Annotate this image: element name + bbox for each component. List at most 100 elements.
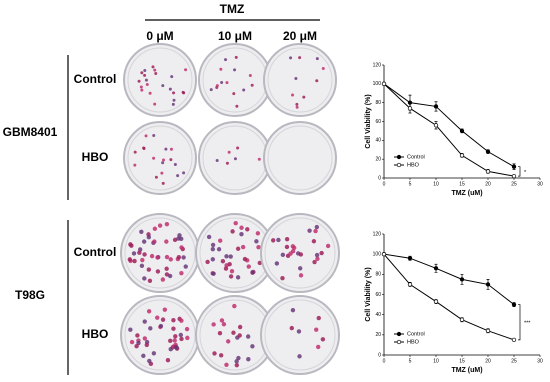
colony [291, 93, 295, 97]
dish-rim [267, 125, 333, 191]
point [381, 252, 387, 257]
colony [137, 79, 141, 83]
colony [314, 327, 319, 332]
series-line [383, 83, 515, 168]
header: TMZ [220, 2, 245, 16]
colony [144, 342, 149, 348]
significance-label: *** [524, 321, 531, 327]
colony [167, 273, 173, 279]
colony [209, 88, 213, 92]
colony [297, 266, 303, 271]
y-tick-label: 20 [375, 332, 381, 338]
colony [164, 147, 168, 151]
colony [284, 237, 290, 242]
colony [174, 345, 179, 350]
colony [168, 257, 173, 262]
colony [176, 236, 181, 241]
colony [144, 134, 148, 138]
x-tick-label: 0 [383, 358, 386, 364]
colony [233, 221, 238, 226]
colony [321, 66, 325, 70]
x-tick-label: 10 [433, 358, 439, 364]
colony [139, 263, 145, 268]
colony [160, 317, 166, 322]
colony [165, 358, 171, 363]
colony [229, 268, 235, 274]
colony [219, 67, 223, 71]
colony [296, 329, 302, 334]
dish [263, 121, 337, 195]
colony [239, 225, 244, 230]
row-label: HBO [82, 327, 109, 341]
colony [184, 68, 188, 72]
colony [176, 174, 180, 178]
colony [227, 261, 232, 267]
colony [172, 338, 177, 343]
colony [151, 351, 157, 356]
point [433, 266, 439, 271]
colony [168, 346, 173, 352]
colony [315, 79, 319, 83]
colony [184, 326, 190, 332]
colony [152, 133, 156, 137]
colony [155, 269, 161, 274]
y-tick-label: 0 [378, 352, 381, 358]
colony [307, 228, 312, 233]
colony [146, 234, 152, 240]
point [485, 328, 491, 333]
row-label: Control [74, 72, 117, 86]
colony [295, 102, 299, 106]
colony [142, 276, 147, 281]
colony [220, 80, 224, 84]
x-tick-label: 25 [511, 358, 517, 364]
colony [142, 319, 147, 324]
colony [153, 68, 157, 72]
colony [162, 307, 168, 312]
y-tick-label: 100 [373, 81, 382, 87]
colony [152, 239, 157, 244]
colony [153, 102, 157, 106]
column-label: 0 μM [146, 29, 173, 43]
colony [182, 171, 186, 175]
dish [120, 295, 200, 375]
colony [233, 68, 237, 72]
colony [158, 323, 164, 329]
y-tick-label: 60 [375, 292, 381, 298]
colony [160, 171, 164, 175]
dish [123, 43, 197, 117]
row-label: HBO [82, 150, 109, 164]
colony [154, 175, 158, 179]
colony [295, 105, 299, 109]
colony [311, 239, 317, 244]
colony [250, 270, 255, 275]
colony [162, 158, 166, 162]
colony [289, 56, 293, 60]
legend-label: HBO [407, 339, 420, 345]
legend-label: Control [407, 331, 425, 337]
colony [254, 239, 259, 244]
point [407, 282, 413, 287]
colony [302, 95, 306, 99]
colony [177, 233, 182, 238]
colony [245, 227, 250, 232]
x-axis-label: TMZ (uM) [451, 190, 482, 197]
colony [173, 163, 177, 167]
colony [140, 71, 144, 75]
significance-bracket [518, 304, 521, 341]
colony [132, 258, 137, 264]
x-axis-label: TMZ (uM) [451, 367, 482, 374]
colony [218, 353, 224, 358]
colony [325, 243, 331, 249]
colony [248, 74, 252, 78]
colony [152, 226, 158, 231]
colony [236, 355, 241, 361]
colony [223, 266, 229, 271]
point [485, 149, 491, 154]
x-tick-label: 25 [511, 181, 517, 187]
colony [169, 158, 173, 162]
colony [211, 271, 216, 276]
colony [294, 77, 298, 81]
point [511, 302, 517, 307]
colony [221, 322, 227, 327]
y-tick-label: 100 [373, 251, 382, 257]
